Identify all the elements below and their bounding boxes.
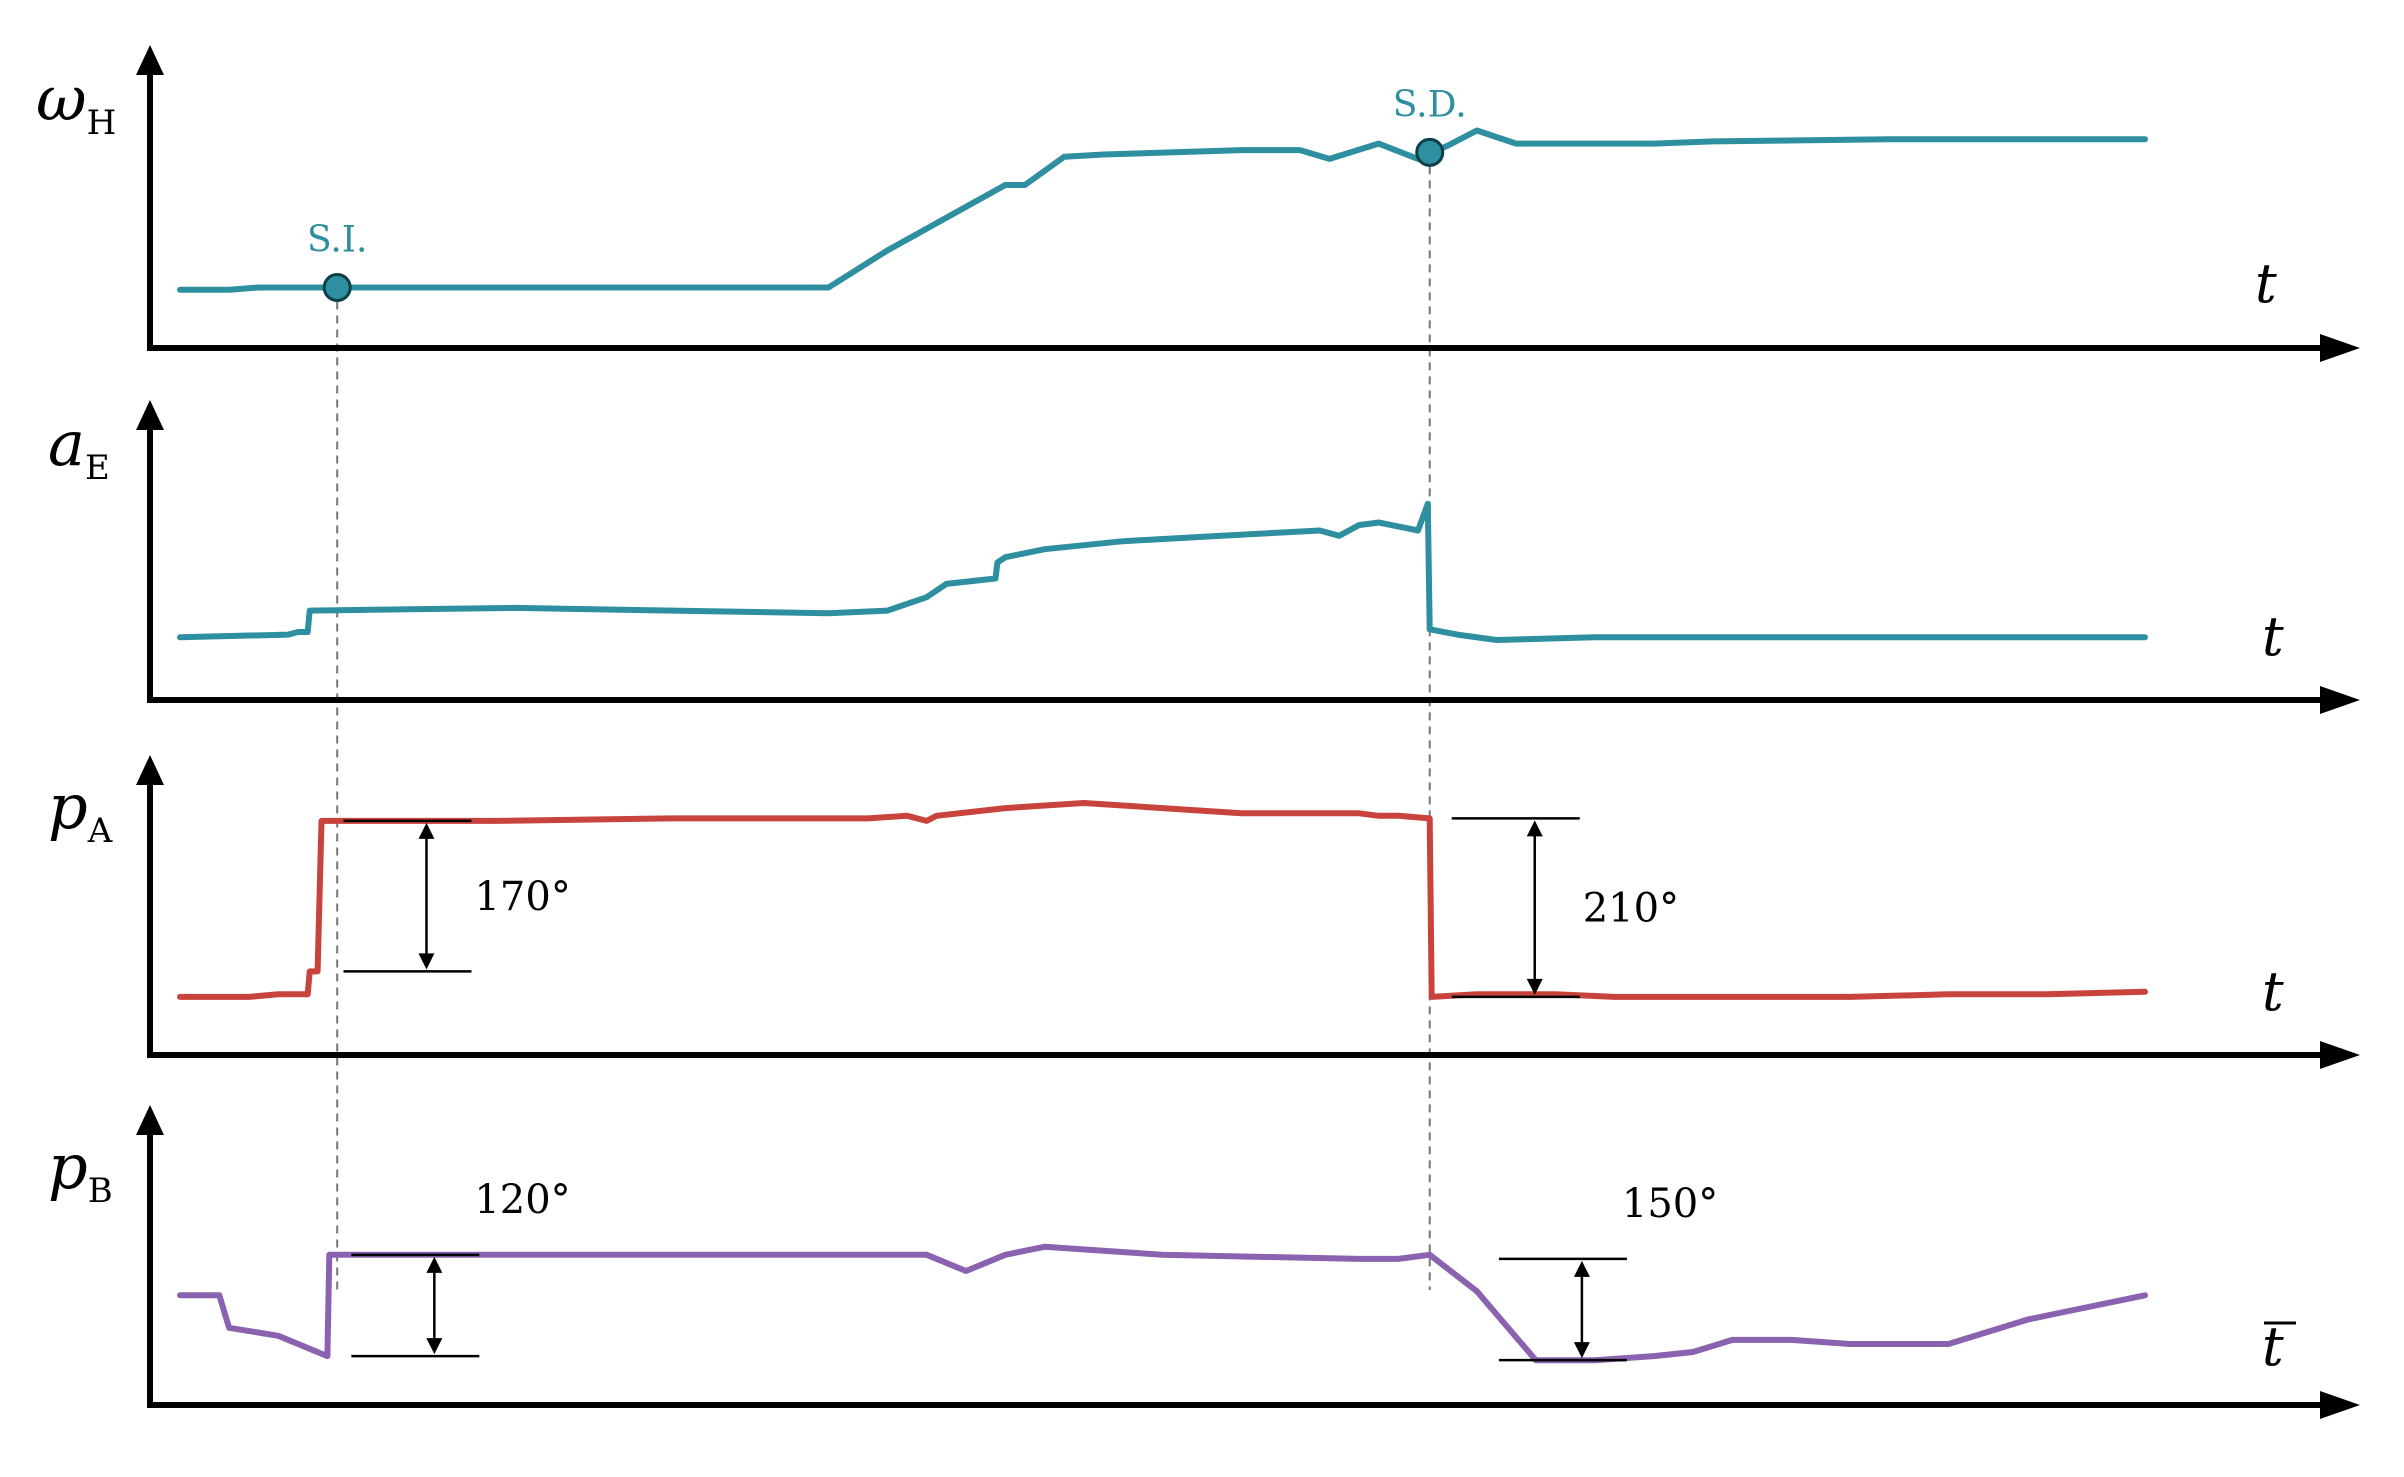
x-axis-arrowhead [2320,1391,2360,1419]
xlabel-t: t [2262,1315,2284,1378]
ylabel-p-a: pA [48,770,113,851]
series-line-p-b [177,1243,2148,1364]
ylabel-a-e: aE [48,407,110,488]
x-axis-arrowhead [2320,1041,2360,1069]
event-marker-label: S.D. [1393,84,1467,125]
dimension-label: 210° [1583,886,1679,932]
dimension-label: 150° [1622,1181,1718,1227]
xlabel-t: t [2262,605,2284,668]
event-guides [336,166,1431,1290]
y-axis-arrowhead [136,400,164,430]
y-axis-arrowhead [136,45,164,75]
panel-omega-h: ωH t S.I. S.D. [36,45,2360,362]
dimension-arrowhead [426,1338,443,1355]
dimension-label: 120° [474,1177,570,1223]
y-axis-arrowhead [136,1105,164,1135]
event-marker [1415,137,1445,167]
dimension-arrowhead [1526,978,1543,995]
dimension-arrowhead [1573,1342,1590,1359]
panel-a-e: aE t [48,400,2360,714]
panel-p-a: pA t 170° 210° [48,755,2360,1069]
y-axis-arrowhead [136,755,164,785]
series-line-p-a [177,800,2148,1000]
series-line-omega-h [177,127,2148,293]
series-line-a-e [177,500,2148,643]
x-axis-arrowhead [2320,686,2360,714]
dimension-arrowhead [1573,1260,1590,1277]
xlabel-t: t [2262,960,2284,1023]
dimension-arrowhead [418,822,435,839]
dimension-arrowhead [426,1256,443,1273]
ylabel-p-b: pB [48,1130,113,1211]
ylabel-omega-h: ωH [36,62,116,143]
panel-p-b: pB t 120° 150° [48,1105,2360,1419]
event-marker [322,272,352,302]
dimension-arrowhead [418,953,435,970]
dimension-arrowhead [1526,820,1543,837]
dimension-label: 170° [474,874,570,920]
xlabel-t: t [2255,252,2277,315]
event-marker-label: S.I. [307,219,368,260]
x-axis-arrowhead [2320,334,2360,362]
